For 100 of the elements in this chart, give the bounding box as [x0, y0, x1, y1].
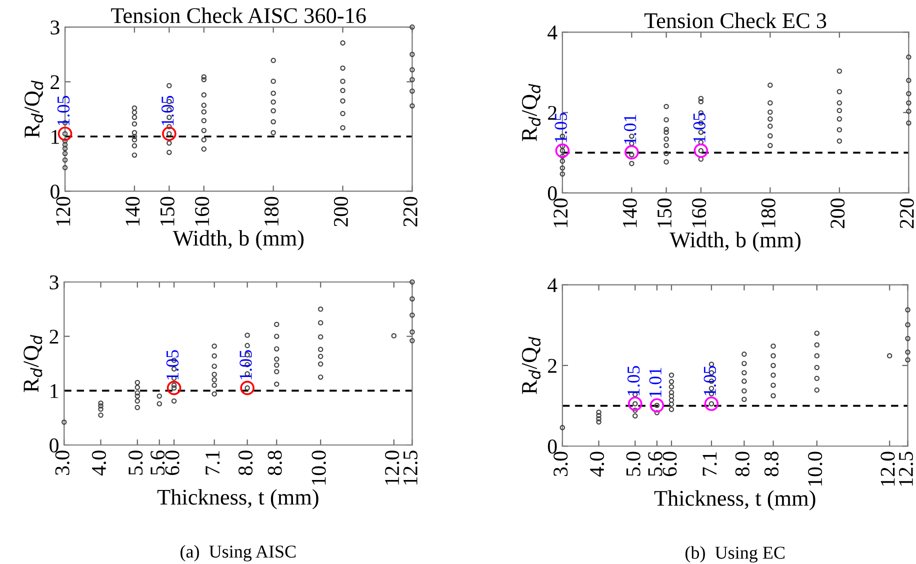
annotation: 1.05 — [240, 350, 252, 380]
point — [768, 109, 773, 115]
point — [274, 322, 280, 328]
point — [201, 92, 207, 98]
point — [742, 388, 747, 394]
point — [560, 171, 566, 177]
point — [98, 400, 104, 406]
x-axis-title: Width, b (mm) — [172, 230, 304, 250]
x-tick-label: 4.0 — [92, 450, 106, 476]
point — [698, 99, 704, 104]
annotation: 1.05 — [57, 96, 70, 126]
annotation: 1.05 — [554, 112, 568, 142]
point — [410, 24, 415, 30]
point — [768, 124, 773, 129]
point — [201, 102, 207, 108]
x-tick-label: 10.0 — [312, 450, 326, 484]
x-tick-label: 5.0 — [128, 450, 143, 475]
x-tick-label: 160 — [692, 198, 706, 228]
point — [770, 343, 776, 349]
point — [274, 334, 280, 339]
point — [212, 377, 217, 382]
point — [668, 398, 674, 403]
y-axis-title: R$_{d}$/Q$_{d}$ — [24, 80, 44, 138]
point — [201, 76, 207, 82]
point — [770, 382, 776, 388]
point — [132, 134, 138, 140]
point — [768, 82, 773, 88]
point — [410, 338, 415, 344]
point — [340, 110, 346, 116]
annotation: 1.01 — [624, 114, 636, 144]
x-tick-label: 120 — [554, 198, 568, 228]
point — [171, 398, 177, 404]
point — [274, 362, 280, 368]
point — [62, 138, 68, 144]
x-tick-label: 4.0 — [590, 452, 604, 477]
y-tick-label: 1 — [50, 384, 58, 398]
point — [156, 393, 162, 399]
point — [270, 78, 276, 84]
point — [410, 312, 415, 318]
point — [318, 361, 324, 367]
point — [244, 332, 250, 338]
point — [340, 78, 346, 84]
point — [134, 390, 140, 396]
annotation: 1.05 — [704, 366, 716, 396]
point — [654, 410, 660, 416]
point — [134, 384, 140, 390]
point — [905, 336, 910, 342]
point — [668, 393, 674, 399]
point — [340, 65, 346, 71]
y-axis-title: R$_{d}$/Q$_{d}$ — [522, 84, 541, 142]
x-tick-label: 220 — [403, 196, 418, 226]
point — [596, 416, 602, 422]
point — [742, 360, 747, 366]
point — [624, 145, 639, 160]
annotation: 1.05 — [693, 112, 706, 142]
y-tick-label: 2 — [548, 358, 556, 373]
point — [134, 380, 140, 386]
y-tick-label: 4 — [548, 26, 558, 40]
point — [201, 128, 207, 134]
point — [814, 364, 820, 370]
x-tick-label: 180 — [264, 196, 279, 226]
x-tick-label: 6.0 — [165, 450, 180, 476]
point — [814, 342, 820, 348]
point — [836, 88, 842, 94]
point — [98, 406, 104, 412]
x-tick-label: 120 — [56, 196, 70, 226]
point — [166, 150, 172, 155]
point — [836, 100, 842, 106]
point — [906, 100, 912, 106]
annotation: 1.01 — [649, 368, 662, 397]
y-tick-label: 2 — [548, 106, 556, 120]
point — [814, 376, 820, 382]
point — [742, 396, 747, 402]
annotation: 1.05 — [166, 350, 179, 380]
x-tick-label: 12.0 — [880, 452, 895, 486]
point — [632, 408, 638, 413]
y-tick-label: 0 — [548, 440, 557, 454]
y-axis-title: R$_{d}$/Q$_{d}$ — [24, 334, 42, 392]
text: (a) Using AISC — [180, 544, 296, 562]
point — [768, 133, 773, 138]
point — [664, 126, 669, 132]
y-tick-label: 1 — [52, 130, 59, 144]
point — [212, 372, 217, 377]
point — [768, 142, 773, 148]
x-tick-label: 12.5 — [403, 450, 418, 484]
point — [58, 126, 72, 141]
point — [410, 52, 415, 58]
x-tick-label: 7.1 — [702, 452, 717, 476]
point — [836, 116, 842, 122]
point — [555, 144, 570, 158]
x-tick-label: 7.1 — [206, 451, 220, 475]
y-tick-label: 3 — [50, 275, 58, 290]
y-tick-label: 4 — [548, 278, 558, 292]
x-tick-label: 140 — [622, 198, 637, 228]
point — [905, 350, 910, 355]
point — [742, 378, 747, 384]
point — [814, 353, 820, 358]
point — [201, 137, 207, 142]
x-tick-label: 8.8 — [268, 450, 282, 476]
x-tick-label: 10.0 — [808, 452, 822, 486]
